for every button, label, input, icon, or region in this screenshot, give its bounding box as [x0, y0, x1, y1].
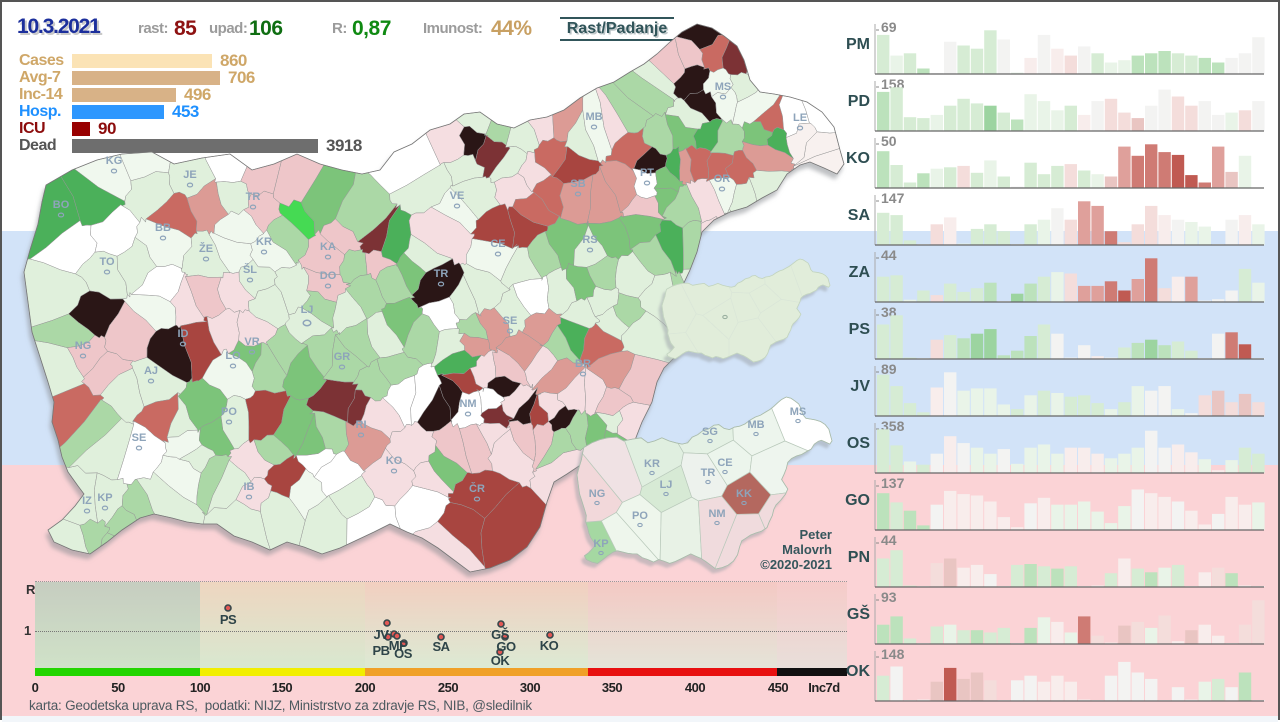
svg-text:JV: JV — [374, 627, 390, 642]
svg-text:89: 89 — [881, 361, 897, 377]
svg-text:PN: PN — [848, 549, 870, 566]
svg-text:PO: PO — [632, 510, 648, 522]
svg-text:KK: KK — [736, 488, 752, 500]
svg-text:93: 93 — [881, 589, 897, 605]
svg-text:KO: KO — [540, 638, 559, 653]
svg-text:NG: NG — [589, 488, 606, 500]
svg-text:ŠL: ŠL — [243, 263, 257, 276]
svg-text:PS: PS — [849, 321, 871, 338]
svg-text:KP: KP — [97, 492, 112, 504]
svg-text:KR: KR — [256, 236, 272, 248]
svg-text:JV: JV — [850, 378, 870, 395]
svg-text:MS: MS — [715, 81, 732, 93]
svg-text:RS: RS — [582, 234, 597, 246]
svg-text:PT: PT — [640, 167, 654, 179]
svg-text:PB: PB — [372, 643, 389, 658]
svg-text:PS: PS — [220, 612, 237, 627]
svg-text:LE: LE — [793, 112, 807, 124]
svg-text:JE: JE — [183, 169, 196, 181]
svg-text:KP: KP — [593, 538, 608, 550]
svg-text:TR: TR — [434, 268, 449, 280]
svg-text:OK: OK — [846, 663, 870, 680]
svg-text:OK: OK — [491, 653, 511, 668]
svg-text:SE: SE — [503, 315, 518, 327]
svg-text:MS: MS — [790, 406, 807, 418]
svg-text:BO: BO — [53, 199, 70, 211]
svg-text:TO: TO — [99, 256, 115, 268]
svg-text:CE: CE — [717, 457, 732, 469]
svg-text:44: 44 — [881, 247, 897, 263]
svg-text:148: 148 — [881, 646, 905, 662]
svg-text:GŠ: GŠ — [491, 627, 510, 642]
svg-text:ZA: ZA — [849, 264, 871, 281]
svg-text:LO: LO — [225, 350, 241, 362]
svg-text:KG: KG — [106, 155, 123, 167]
svg-text:SB: SB — [570, 178, 585, 190]
svg-text:TR: TR — [246, 191, 261, 203]
svg-text:NG: NG — [75, 340, 92, 352]
svg-text:NM: NM — [708, 508, 725, 520]
svg-text:GR: GR — [334, 351, 351, 363]
svg-text:GO: GO — [845, 492, 870, 509]
svg-text:BB: BB — [155, 222, 171, 234]
svg-text:137: 137 — [881, 475, 905, 491]
svg-text:OS: OS — [394, 646, 413, 661]
svg-text:VE: VE — [450, 190, 465, 202]
svg-text:LJ: LJ — [660, 479, 673, 491]
svg-text:50: 50 — [881, 133, 897, 149]
svg-text:KR: KR — [644, 458, 660, 470]
svg-text:69: 69 — [881, 19, 897, 35]
svg-text:TR: TR — [701, 467, 716, 479]
svg-text:OR: OR — [714, 173, 731, 185]
svg-text:MB: MB — [585, 111, 602, 123]
svg-text:ČR: ČR — [469, 482, 485, 495]
svg-text:IB: IB — [244, 481, 255, 493]
svg-text:BR: BR — [575, 358, 591, 370]
svg-text:MB: MB — [747, 419, 764, 431]
svg-text:147: 147 — [881, 190, 905, 206]
svg-text:ŽE: ŽE — [199, 242, 213, 255]
svg-text:OS: OS — [847, 435, 870, 452]
svg-text:SG: SG — [702, 426, 718, 438]
svg-text:PD: PD — [848, 93, 870, 110]
svg-text:NM: NM — [459, 398, 476, 410]
svg-text:LJ: LJ — [301, 304, 314, 316]
svg-text:PO: PO — [221, 406, 237, 418]
svg-text:PM: PM — [846, 36, 870, 53]
svg-text:GO: GO — [496, 639, 516, 654]
svg-text:DO: DO — [320, 270, 337, 282]
svg-text:SA: SA — [432, 639, 450, 654]
svg-text:KO: KO — [386, 455, 403, 467]
svg-text:44: 44 — [881, 532, 897, 548]
svg-text:VR: VR — [244, 336, 259, 348]
svg-text:ID: ID — [178, 328, 189, 340]
svg-text:RI: RI — [356, 419, 367, 431]
svg-text:MP: MP — [389, 638, 408, 653]
svg-text:SE: SE — [132, 432, 147, 444]
svg-text:SA: SA — [848, 207, 871, 224]
svg-text:IZ: IZ — [82, 495, 92, 507]
svg-text:AJ: AJ — [144, 365, 158, 377]
svg-text:GŠ: GŠ — [847, 604, 870, 623]
svg-text:KA: KA — [320, 241, 336, 253]
svg-text:CE: CE — [490, 238, 505, 250]
svg-text:KO: KO — [846, 150, 870, 167]
